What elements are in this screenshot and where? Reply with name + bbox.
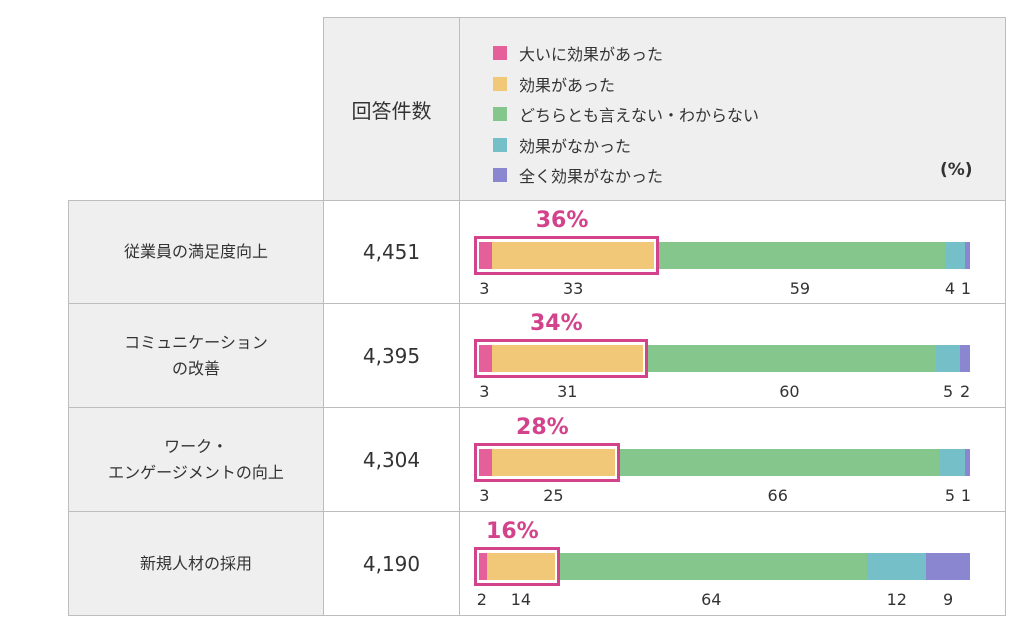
value-label: 59 <box>789 279 811 298</box>
category-label: 従業員の満足度向上 <box>68 200 324 304</box>
value-label: 1 <box>960 486 972 505</box>
bar-segment-4 <box>965 449 970 476</box>
legend-item: どちらとも言えない・わからない <box>493 99 759 130</box>
bar-segment-1 <box>491 345 643 372</box>
value-label: 3 <box>479 486 490 505</box>
value-label: 2 <box>960 382 971 401</box>
bar-segment-4 <box>926 553 970 580</box>
bar-cell <box>459 511 1006 616</box>
bar-segment-2 <box>555 553 868 580</box>
count-value: 4,304 <box>323 407 460 512</box>
category-label: 新規人材の採用 <box>68 511 324 616</box>
bar-segment-3 <box>867 553 927 580</box>
value-label: 60 <box>779 382 800 401</box>
bar-segment-4 <box>960 345 970 372</box>
legend-swatch <box>493 168 507 183</box>
value-label: 1 <box>960 279 972 298</box>
highlight-percent: 36% <box>535 208 589 233</box>
value-label: 64 <box>701 590 722 609</box>
value-label: 3 <box>479 382 490 401</box>
highlight-box <box>474 339 648 378</box>
header-count-cell <box>323 17 460 201</box>
bar-segment-3 <box>940 449 966 476</box>
header-legend-cell <box>459 17 1006 201</box>
legend-swatch <box>493 137 507 152</box>
legend: 大いに効果があった 効果があったどちらとも言えない・わからない 効果がなかった全く効… <box>493 38 759 191</box>
value-label: 66 <box>767 486 788 505</box>
bar-segment-1 <box>491 449 616 476</box>
value-label: 12 <box>886 590 907 609</box>
category-label: ワーク・ エンゲージメントの向上 <box>68 407 324 512</box>
legend-item: 効果があった <box>493 69 759 100</box>
bar-segment-4 <box>965 242 970 269</box>
count-header: 回答件数 <box>351 98 432 123</box>
bar-segment-1 <box>486 553 556 580</box>
legend-label: 全く効果がなかった <box>519 167 664 187</box>
legend-swatch <box>493 76 507 91</box>
count-value: 4,451 <box>323 200 460 304</box>
highlight-box <box>474 547 561 586</box>
value-label: 5 <box>942 382 954 401</box>
count-value: 4,190 <box>323 511 460 616</box>
legend-label: 効果があった <box>519 75 616 95</box>
bar-segment-0 <box>477 449 492 476</box>
highlight-box <box>474 443 621 482</box>
value-label: 14 <box>510 590 532 609</box>
value-label: 5 <box>944 486 956 505</box>
highlight-percent: 34% <box>529 311 583 336</box>
legend-label: 大いに効果があった <box>519 45 664 65</box>
value-label: 2 <box>476 590 487 609</box>
category-label: コミュニケーション の改善 <box>68 303 324 408</box>
legend-label: どちらとも言えない・わからない <box>519 106 760 126</box>
unit-label: (%) <box>940 160 973 180</box>
value-label: 33 <box>562 279 584 298</box>
bar-segment-2 <box>615 449 941 476</box>
value-label: 3 <box>479 279 490 298</box>
value-label: 4 <box>944 279 956 298</box>
bar-segment-3 <box>935 345 961 372</box>
bar-segment-2 <box>654 242 946 269</box>
legend-item: 効果がなかった <box>493 130 759 161</box>
value-label: 9 <box>942 590 954 609</box>
highlight-box <box>474 236 660 275</box>
highlight-percent: 28% <box>516 415 569 440</box>
bar-segment-3 <box>945 242 966 269</box>
bar-segment-2 <box>642 345 936 372</box>
legend-swatch <box>493 107 507 122</box>
bar-segment-0 <box>477 242 492 269</box>
legend-swatch <box>493 46 507 61</box>
bar-segment-1 <box>491 242 655 269</box>
count-value: 4,395 <box>323 303 460 408</box>
bar-segment-0 <box>477 345 492 372</box>
value-label: 25 <box>543 486 564 505</box>
legend-item: 大いに効果があった <box>493 38 759 69</box>
value-label: 31 <box>557 382 578 401</box>
bar-segment-0 <box>477 553 487 580</box>
legend-label: 効果がなかった <box>519 136 632 156</box>
highlight-percent: 16% <box>486 519 539 544</box>
legend-item: 全く効果がなかった <box>493 160 759 191</box>
